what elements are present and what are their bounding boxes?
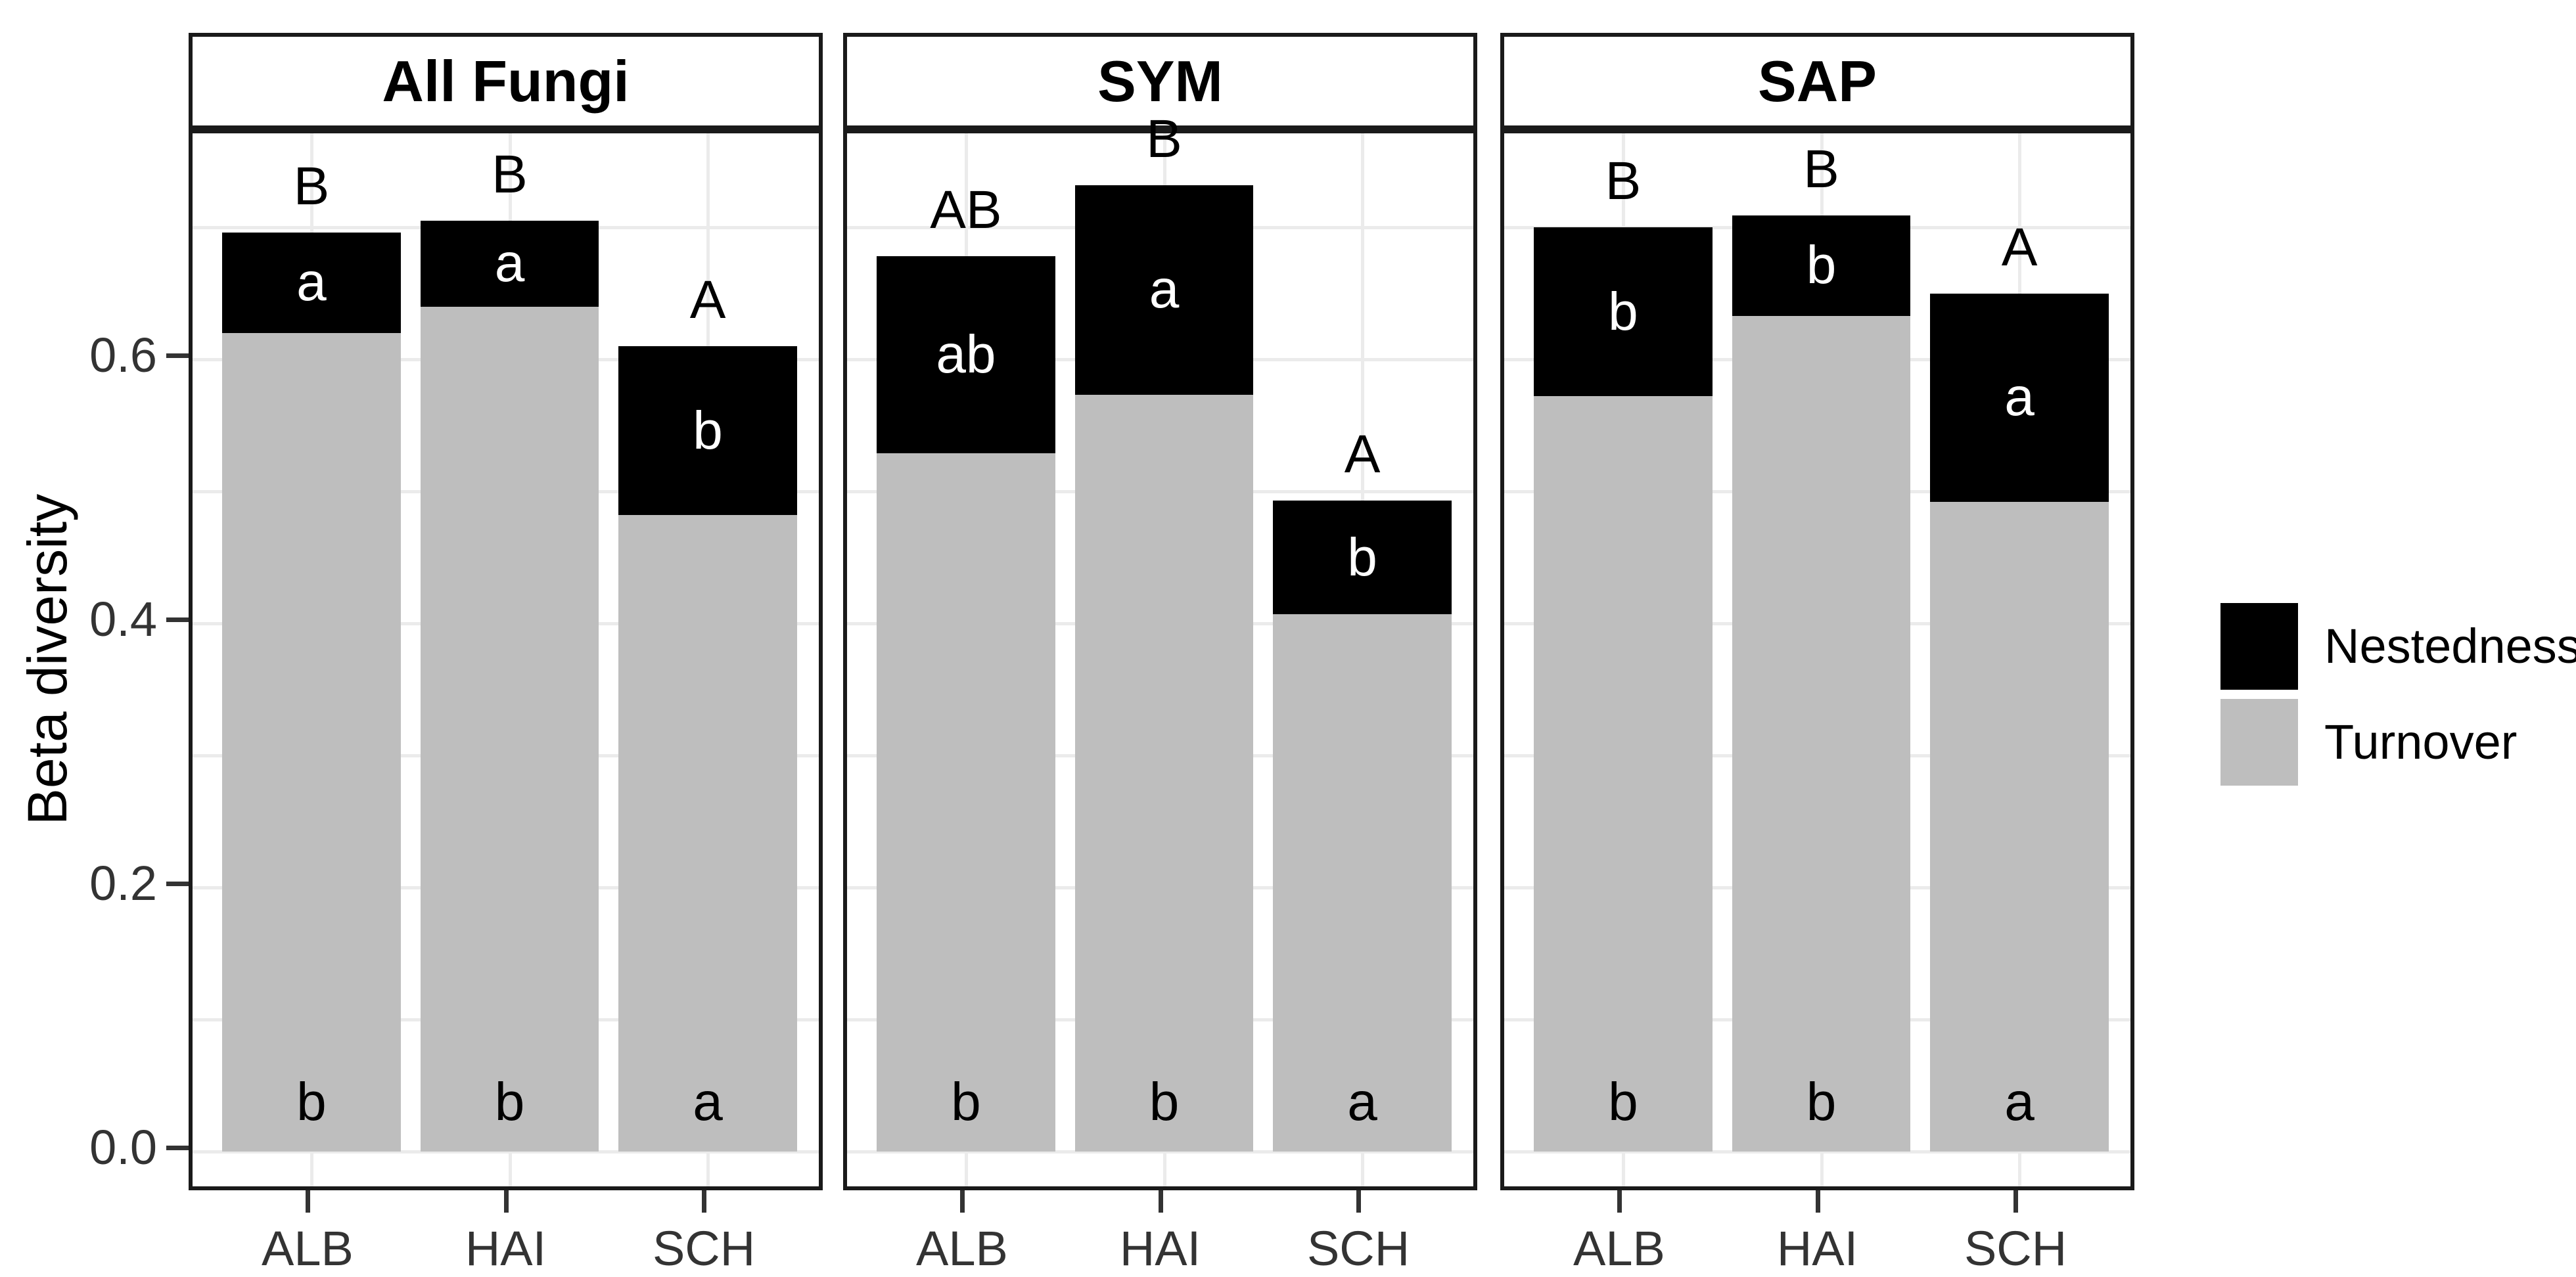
letter-nestedness-HAI: a	[494, 233, 525, 294]
letter-turnover-SCH: a	[1347, 1072, 1377, 1132]
legend-key-turnover-swatch	[2220, 699, 2298, 786]
bar-segment-nestedness-ALB	[222, 233, 401, 333]
x-tick-ALB	[1617, 1190, 1622, 1213]
letter-turnover-HAI: b	[494, 1072, 525, 1132]
x-tick-SCH	[2013, 1190, 2019, 1213]
bar-segment-nestedness-SCH	[1930, 293, 2109, 503]
bar-segment-turnover-HAI	[1732, 315, 1911, 1152]
letter-nestedness-ALB: a	[296, 252, 327, 313]
y-axis-tick-label: 0.2	[89, 856, 157, 910]
facet-strip-sym: SYM	[843, 33, 1477, 129]
significance-letter-above-HAI: B	[1803, 139, 1839, 199]
x-tick-HAI	[1158, 1190, 1163, 1213]
x-tick-label-ALB: ALB	[916, 1221, 1008, 1276]
bar-segment-nestedness-HAI	[1074, 185, 1254, 395]
facet-strip-title: SAP	[1758, 48, 1877, 114]
y-axis-tick	[166, 617, 189, 622]
facet-strip-all-fungi: All Fungi	[189, 33, 823, 129]
legend-item-nestedness: Nestedness	[2220, 603, 2576, 690]
legend-label-nestedness: Nestedness	[2324, 619, 2576, 673]
bar-segment-turnover-HAI	[420, 306, 599, 1152]
x-tick-label-ALB: ALB	[1573, 1221, 1665, 1276]
x-tick-label-SCH: SCH	[1306, 1221, 1410, 1276]
significance-letter-above-HAI: B	[492, 144, 528, 204]
letter-turnover-HAI: b	[1149, 1072, 1180, 1132]
significance-letter-above-ALB: AB	[930, 180, 1002, 240]
y-axis-tick-label: 0.4	[89, 592, 157, 646]
y-axis-tick	[166, 1146, 189, 1150]
bar-segment-nestedness-SCH	[618, 346, 797, 516]
gridline-horizontal	[193, 1150, 819, 1154]
letter-nestedness-SCH: a	[2004, 367, 2035, 428]
letter-turnover-ALB: b	[296, 1072, 327, 1132]
letter-nestedness-SCH: b	[693, 400, 723, 460]
x-tick-SCH	[702, 1190, 707, 1213]
letter-turnover-ALB: b	[951, 1072, 981, 1132]
x-tick-SCH	[1356, 1190, 1362, 1213]
bar-segment-turnover-SCH	[1273, 614, 1452, 1152]
y-axis-title: Beta diversity	[16, 493, 78, 826]
bar-segment-nestedness-HAI	[1732, 215, 1911, 316]
bar-segment-turnover-ALB	[222, 332, 401, 1152]
x-tick-label-HAI: HAI	[1119, 1221, 1201, 1276]
y-axis-tick-label: 0.0	[89, 1120, 157, 1175]
y-axis-tick	[166, 353, 189, 358]
x-tick-HAI	[1815, 1190, 1820, 1213]
x-tick-ALB	[305, 1190, 310, 1213]
bar-segment-turnover-SCH	[1930, 502, 2109, 1152]
letter-turnover-HAI: b	[1806, 1072, 1837, 1132]
significance-letter-above-HAI: B	[1146, 108, 1182, 169]
bar-segment-nestedness-ALB	[877, 256, 1055, 453]
x-tick-label-ALB: ALB	[262, 1221, 354, 1276]
y-axis-tick-label: 0.6	[89, 328, 157, 382]
gridline-horizontal	[847, 1150, 1473, 1154]
x-tick-label-HAI: HAI	[1776, 1221, 1858, 1276]
legend: Nestedness Turnover	[2220, 603, 2576, 786]
legend-item-turnover: Turnover	[2220, 699, 2576, 786]
gridline-horizontal	[1504, 1150, 2130, 1154]
letter-turnover-ALB: b	[1608, 1072, 1638, 1132]
x-tick-label-HAI: HAI	[465, 1221, 547, 1276]
bar-segment-turnover-ALB	[877, 453, 1055, 1152]
significance-letter-above-SCH: A	[1344, 424, 1381, 485]
letter-nestedness-HAI: a	[1149, 259, 1180, 320]
legend-label-turnover: Turnover	[2324, 715, 2518, 769]
bar-segment-nestedness-SCH	[1273, 501, 1452, 614]
letter-nestedness-SCH: b	[1347, 527, 1377, 587]
bar-segment-turnover-ALB	[1534, 396, 1713, 1152]
letter-turnover-SCH: a	[2004, 1072, 2035, 1132]
facet-strip-title: All Fungi	[382, 48, 630, 114]
facet-strip-title: SYM	[1097, 48, 1223, 114]
letter-nestedness-ALB: ab	[936, 324, 996, 384]
bar-segment-nestedness-HAI	[420, 220, 599, 307]
significance-letter-above-SCH: A	[2001, 217, 2038, 277]
letter-turnover-SCH: a	[693, 1072, 723, 1132]
x-tick-label-SCH: SCH	[652, 1221, 756, 1276]
bar-segment-nestedness-ALB	[1534, 227, 1713, 397]
legend-key-nestedness-swatch	[2220, 603, 2298, 690]
significance-letter-above-ALB: B	[293, 156, 330, 217]
x-tick-HAI	[503, 1190, 509, 1213]
x-tick-label-SCH: SCH	[1964, 1221, 2067, 1276]
bar-segment-turnover-HAI	[1074, 395, 1254, 1152]
bar-segment-turnover-SCH	[618, 515, 797, 1152]
x-tick-ALB	[959, 1190, 965, 1213]
y-axis-tick	[166, 882, 189, 886]
significance-letter-above-ALB: B	[1605, 151, 1642, 211]
significance-letter-above-SCH: A	[689, 269, 726, 330]
letter-nestedness-ALB: b	[1608, 281, 1638, 342]
letter-nestedness-HAI: b	[1806, 235, 1837, 296]
facet-strip-sap: SAP	[1500, 33, 2134, 129]
